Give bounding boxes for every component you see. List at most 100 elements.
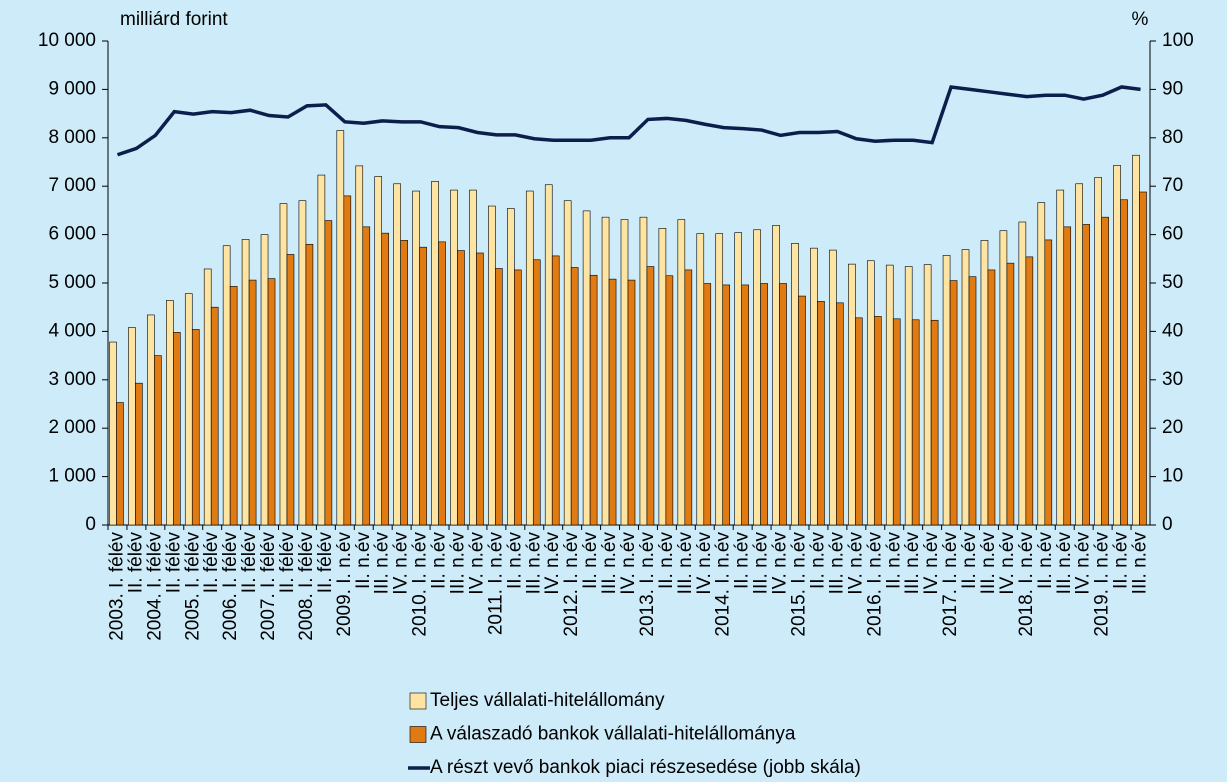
bar	[582, 210, 591, 526]
x-tick-label: III. n.év	[751, 532, 772, 595]
x-tick-label: II. n.év	[883, 532, 904, 590]
y2-tick-label: 30	[1162, 369, 1183, 390]
bar	[305, 243, 314, 526]
bar	[260, 234, 269, 526]
x-tick-label: II. n.év	[732, 532, 753, 590]
bar	[248, 279, 257, 526]
y-tick-label: 2 000	[48, 417, 96, 438]
x-tick-label: IV. n.év	[1073, 532, 1094, 595]
bar	[191, 329, 200, 526]
y2-tick-label: 10	[1162, 466, 1183, 487]
bar	[904, 266, 913, 526]
x-tick-label: II. n.év	[807, 532, 828, 590]
bar	[1044, 239, 1053, 526]
x-tick-label: III. n.év	[978, 532, 999, 595]
bar	[343, 195, 352, 526]
bar	[563, 200, 572, 526]
bar	[1018, 221, 1027, 526]
bar	[393, 183, 401, 526]
bar	[525, 190, 534, 526]
bar	[1025, 256, 1034, 526]
bar	[987, 269, 996, 526]
x-tick-label: III. n.év	[372, 532, 393, 595]
x-tick-label: IV. n.év	[997, 532, 1018, 595]
bar	[1139, 191, 1147, 526]
y-tick-label: 7 000	[48, 175, 96, 196]
bar	[476, 252, 484, 526]
bar	[514, 269, 522, 526]
bar	[703, 283, 712, 526]
y2-tick-label: 60	[1162, 224, 1183, 245]
bar	[154, 355, 162, 526]
y-tick-label: 6 000	[48, 224, 96, 245]
y2-tick-label: 100	[1162, 30, 1194, 51]
bar	[848, 263, 856, 526]
bar	[362, 226, 371, 526]
bar	[961, 249, 970, 526]
bar	[381, 232, 390, 526]
x-tick-label: IV. n.év	[391, 532, 412, 595]
y-tick-label: 10 000	[38, 30, 96, 51]
bar	[836, 302, 844, 526]
x-tick-label: IV. n.év	[618, 532, 639, 595]
x-tick-label: II. n.év	[353, 532, 374, 590]
bar	[317, 174, 326, 526]
x-tick-label: 2004. I. félév	[144, 532, 165, 641]
bar	[532, 259, 541, 526]
bar	[450, 189, 458, 526]
x-tick-label: III. n.év	[675, 532, 696, 595]
bar	[1063, 226, 1072, 526]
bar	[507, 208, 515, 526]
x-tick-label: 2015. I. n.év	[789, 532, 810, 637]
x-tick-label: IV. n.év	[542, 532, 563, 595]
bar	[1037, 202, 1046, 526]
bar	[286, 254, 295, 526]
x-tick-label: 2009. I. n.év	[334, 532, 355, 637]
bar	[911, 319, 920, 526]
legend-swatch	[409, 692, 427, 710]
y-tick-label: 4 000	[48, 320, 96, 341]
bar	[734, 232, 742, 526]
x-tick-label: 2003. I. félév	[106, 532, 127, 641]
bar	[488, 205, 496, 526]
y2-tick-label: 80	[1162, 127, 1183, 148]
x-tick-label: II. n.év	[580, 532, 601, 590]
bar	[551, 255, 560, 526]
bar	[1094, 177, 1102, 526]
bar	[829, 249, 837, 526]
bar	[400, 240, 408, 526]
legend-label: A válaszadó bankok vállalati-hitelállomá…	[430, 724, 796, 745]
bar	[374, 176, 383, 526]
bar	[810, 247, 818, 526]
x-tick-label: 2012. I. n.év	[561, 532, 582, 637]
bar	[109, 341, 117, 526]
bar	[1132, 154, 1140, 526]
bar	[892, 318, 901, 526]
bar	[298, 200, 307, 526]
bar	[1120, 199, 1128, 526]
bar	[601, 216, 610, 526]
x-tick-label: III. n.év	[902, 532, 923, 595]
x-tick-label: II. félév	[125, 532, 146, 594]
x-tick-label: II. félév	[201, 532, 222, 594]
bar	[980, 240, 989, 526]
bar	[589, 274, 598, 526]
x-tick-label: III. n.év	[1130, 532, 1151, 595]
y2-tick-label: 70	[1162, 175, 1183, 196]
legend-label: A részt vevő bankok piaci részesedése (j…	[430, 757, 861, 778]
bar	[438, 241, 446, 526]
y2-tick-label: 40	[1162, 320, 1183, 341]
x-tick-label: II. félév	[239, 532, 260, 594]
bar	[930, 319, 939, 526]
bar	[412, 190, 420, 526]
bar	[620, 219, 629, 526]
bar	[608, 278, 617, 526]
x-tick-label: 2013. I. n.év	[637, 532, 658, 637]
bar	[267, 278, 276, 526]
x-tick-label: II. n.év	[504, 532, 525, 590]
x-tick-label: II. n.év	[656, 532, 677, 590]
bar	[760, 283, 768, 526]
bar	[1056, 189, 1065, 526]
x-tick-label: 2005. I. félév	[182, 532, 203, 641]
bar	[949, 280, 958, 526]
